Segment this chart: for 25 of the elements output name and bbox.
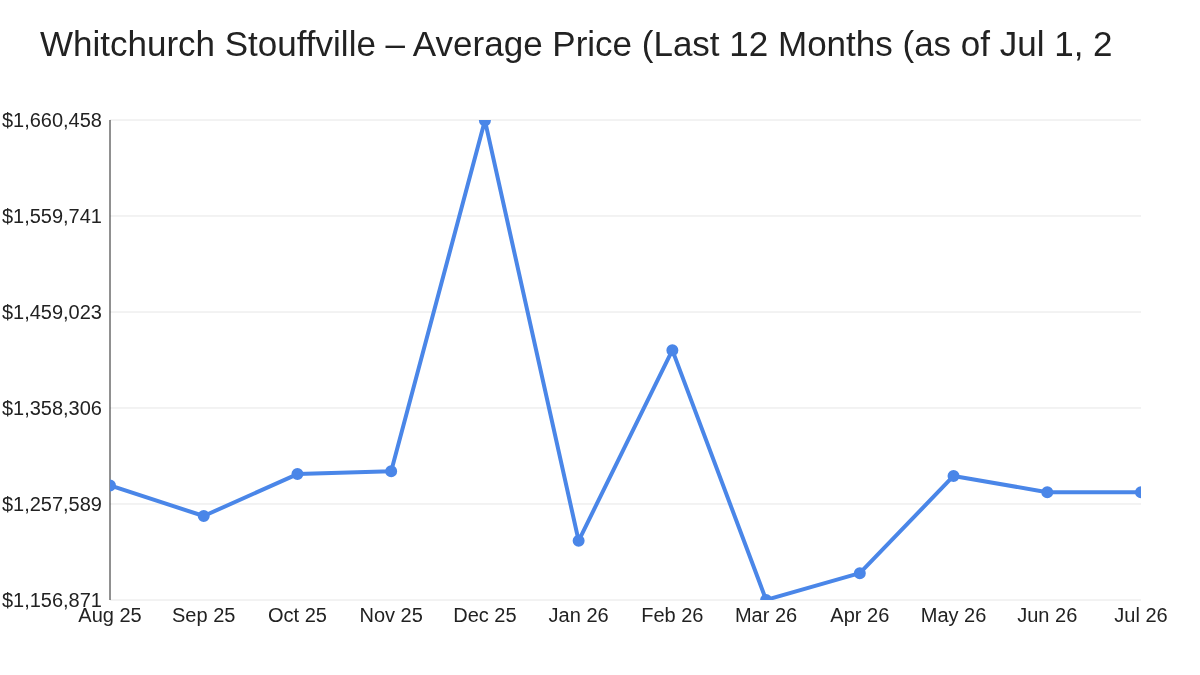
y-tick-label: $1,660,458 xyxy=(1,109,102,132)
x-tick-label: Mar 26 xyxy=(734,604,798,627)
point xyxy=(1041,486,1054,499)
point xyxy=(572,534,585,547)
y-tick-label: $1,358,306 xyxy=(1,397,102,420)
x-tick-label: Nov 25 xyxy=(359,604,423,627)
x-tick-label: Apr 26 xyxy=(830,604,890,627)
x-tick-label: Feb 26 xyxy=(641,604,704,627)
y-tick-label: $1,459,023 xyxy=(1,301,102,324)
x-tick-label: Jan 26 xyxy=(548,604,609,627)
x-tick-label: Sep 25 xyxy=(172,604,236,627)
y-tick-label: $1,559,741 xyxy=(1,205,102,228)
point xyxy=(385,465,398,478)
point xyxy=(666,344,679,357)
x-tick-label: May 26 xyxy=(920,604,987,627)
y-tick-label: $1,257,589 xyxy=(1,493,102,516)
point xyxy=(853,567,866,580)
point xyxy=(197,510,210,522)
x-tick-label: Jun 26 xyxy=(1017,604,1078,627)
x-tick-label: Oct 25 xyxy=(267,604,327,627)
point xyxy=(947,469,960,482)
point xyxy=(291,468,304,481)
chart-title: Whitchurch Stouffville – Average Price (Last 12 Months (as of Jul 1, 2 xyxy=(40,24,1113,64)
x-tick-label: Dec 25 xyxy=(453,604,517,627)
x-tick-label: Jul 26 xyxy=(1114,604,1168,627)
